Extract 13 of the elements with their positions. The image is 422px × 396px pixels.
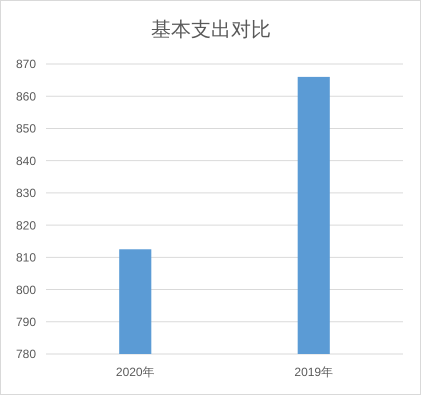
y-tick-label: 870 — [16, 57, 36, 72]
y-tick-label: 780 — [16, 347, 36, 362]
y-tick-label: 790 — [16, 314, 36, 329]
y-tick-label: 800 — [16, 282, 36, 297]
x-tick-label: 2020年 — [116, 365, 155, 379]
y-tick-label: 810 — [16, 250, 36, 265]
chart-title: 基本支出对比 — [151, 17, 271, 41]
y-tick-label: 830 — [16, 186, 36, 200]
y-tick-label: 850 — [16, 122, 36, 136]
y-tick-label: 840 — [16, 154, 36, 168]
x-tick-label: 2019年 — [294, 365, 334, 379]
y-tick-label: 820 — [16, 218, 36, 232]
y-tick-label: 860 — [16, 89, 36, 104]
